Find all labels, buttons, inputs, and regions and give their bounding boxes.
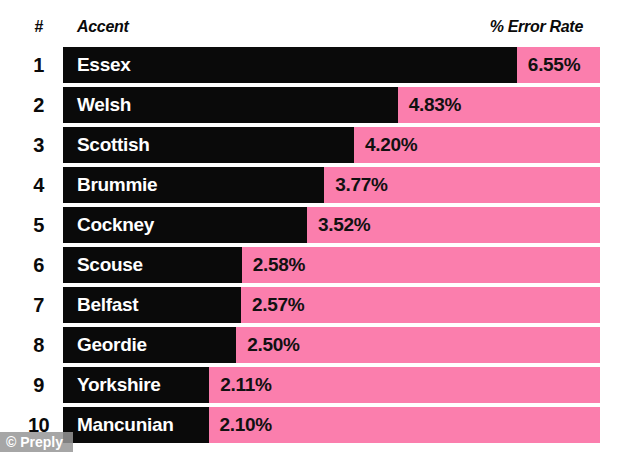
accent-name-label: Belfast [77,294,138,316]
error-rate-value-label: 4.20% [354,134,417,156]
bar-track: Welsh 4.83% [63,87,600,123]
bar-track: Cockney 3.52% [63,207,600,243]
bar-rows: 1 Essex 6.55% 2 Welsh 4.83% 3 Scottish 4… [0,47,600,443]
accent-name-label: Scouse [77,254,143,276]
accent-name-label: Geordie [77,334,147,356]
preply-watermark: © Preply [0,432,73,452]
rank-label: 9 [0,367,63,403]
bar-row: 7 Belfast 2.57% [0,287,600,323]
bar-track: Scottish 4.20% [63,127,600,163]
rank-label: 3 [0,127,63,163]
bar-row: 8 Geordie 2.50% [0,327,600,363]
accent-name-label: Essex [77,54,130,76]
accent-bar: Mancunian [63,407,209,443]
bar-row: 3 Scottish 4.20% [0,127,600,163]
error-rate-value-label: 4.83% [398,94,461,116]
accent-name-label: Yorkshire [77,374,161,396]
rank-label: 2 [0,87,63,123]
accent-bar: Scottish [63,127,354,163]
bar-track: Geordie 2.50% [63,327,600,363]
accent-bar: Scouse [63,247,242,283]
bar-row: 4 Brummie 3.77% [0,167,600,203]
bar-track: Essex 6.55% [63,47,600,83]
accent-bar: Brummie [63,167,324,203]
error-rate-value-label: 3.77% [324,174,387,196]
rank-label: 7 [0,287,63,323]
accent-bar: Welsh [63,87,398,123]
bar-row: 5 Cockney 3.52% [0,207,600,243]
bar-row: 9 Yorkshire 2.11% [0,367,600,403]
rank-column-header: # [0,18,63,36]
chart-header: # Accent % Error Rate [0,0,600,47]
error-rate-value-label: 2.11% [209,374,271,396]
bar-track: Brummie 3.77% [63,167,600,203]
error-rate-column-header: % Error Rate [490,18,600,36]
accent-name-label: Brummie [77,174,157,196]
bar-track: Yorkshire 2.11% [63,367,600,403]
bar-row: 1 Essex 6.55% [0,47,600,83]
rank-label: 4 [0,167,63,203]
accent-name-label: Mancunian [77,414,174,436]
rank-label: 6 [0,247,63,283]
accent-bar: Essex [63,47,517,83]
accent-name-label: Welsh [77,94,131,116]
error-rate-value-label: 2.57% [241,294,304,316]
accent-bar: Geordie [63,327,236,363]
accent-name-label: Cockney [77,214,154,236]
bar-row: 6 Scouse 2.58% [0,247,600,283]
accent-error-rate-chart: # Accent % Error Rate 1 Essex 6.55% 2 We… [0,0,634,455]
rank-label: 8 [0,327,63,363]
error-rate-value-label: 6.55% [517,54,580,76]
rank-label: 5 [0,207,63,243]
error-rate-value-label: 2.10% [209,414,272,436]
accent-bar: Belfast [63,287,241,323]
accent-bar: Cockney [63,207,307,243]
accent-column-header: Accent [63,18,129,36]
error-rate-value-label: 2.58% [242,254,305,276]
accent-name-label: Scottish [77,134,150,156]
bar-track: Scouse 2.58% [63,247,600,283]
bar-track: Belfast 2.57% [63,287,600,323]
error-rate-value-label: 2.50% [236,334,299,356]
bar-row: 2 Welsh 4.83% [0,87,600,123]
bar-row: 10 Mancunian 2.10% [0,407,600,443]
rank-label: 1 [0,47,63,83]
bar-track: Mancunian 2.10% [63,407,600,443]
error-rate-value-label: 3.52% [307,214,370,236]
accent-bar: Yorkshire [63,367,209,403]
